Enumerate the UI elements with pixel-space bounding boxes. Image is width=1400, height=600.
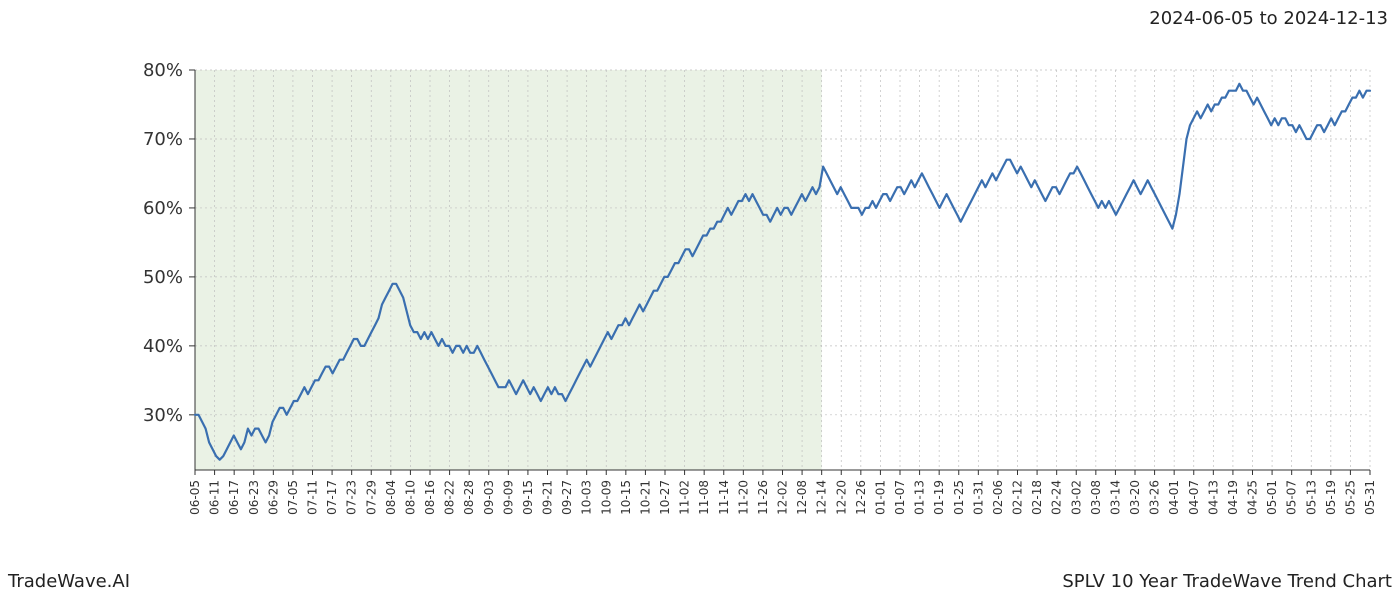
- x-tick-label: 05-01: [1265, 480, 1279, 515]
- y-tick-label: 80%: [143, 60, 183, 81]
- x-tick-label: 10-21: [638, 480, 652, 515]
- x-tick-label: 01-31: [971, 480, 985, 515]
- x-tick-label: 09-27: [560, 480, 574, 515]
- x-tick-label: 08-22: [443, 480, 457, 515]
- x-tick-label: 06-29: [266, 480, 280, 515]
- x-tick-label: 05-19: [1324, 480, 1338, 515]
- x-tick-label: 10-09: [599, 480, 613, 515]
- x-tick-label: 07-29: [364, 480, 378, 515]
- x-tick-label: 02-24: [1050, 480, 1064, 515]
- x-tick-label: 12-20: [834, 480, 848, 515]
- x-tick-label: 01-25: [952, 480, 966, 515]
- x-tick-label: 03-14: [1108, 480, 1122, 515]
- chart-title: SPLV 10 Year TradeWave Trend Chart: [1062, 571, 1392, 592]
- x-tick-label: 03-20: [1128, 480, 1142, 515]
- x-tick-label: 04-01: [1167, 480, 1181, 515]
- y-tick-label: 40%: [143, 336, 183, 357]
- x-tick-label: 04-25: [1246, 480, 1260, 515]
- x-tick-label: 01-07: [893, 480, 907, 515]
- brand-label: TradeWave.AI: [8, 571, 130, 592]
- y-tick-label: 60%: [143, 198, 183, 219]
- x-tick-label: 10-03: [580, 480, 594, 515]
- x-tick-label: 11-14: [717, 480, 731, 515]
- x-tick-label: 10-15: [619, 480, 633, 515]
- x-tick-label: 03-08: [1089, 480, 1103, 515]
- x-tick-label: 02-18: [1030, 480, 1044, 515]
- x-tick-label: 07-17: [325, 480, 339, 515]
- x-tick-label: 04-07: [1187, 480, 1201, 515]
- y-tick-label: 30%: [143, 405, 183, 426]
- x-tick-label: 11-20: [736, 480, 750, 515]
- x-tick-label: 07-23: [345, 480, 359, 515]
- y-tick-label: 50%: [143, 267, 183, 288]
- x-tick-label: 06-05: [188, 480, 202, 515]
- x-tick-label: 11-02: [678, 480, 692, 515]
- x-tick-label: 11-08: [697, 480, 711, 515]
- x-tick-label: 12-08: [795, 480, 809, 515]
- x-tick-label: 10-27: [658, 480, 672, 515]
- x-tick-label: 08-04: [384, 480, 398, 515]
- x-tick-label: 08-16: [423, 480, 437, 515]
- x-tick-label: 04-13: [1206, 480, 1220, 515]
- x-tick-label: 12-02: [776, 480, 790, 515]
- x-tick-label: 12-26: [854, 480, 868, 515]
- x-tick-label: 09-09: [501, 480, 515, 515]
- x-tick-label: 02-12: [1011, 480, 1025, 515]
- x-tick-label: 11-26: [756, 480, 770, 515]
- x-tick-label: 09-15: [521, 480, 535, 515]
- x-tick-label: 09-21: [541, 480, 555, 515]
- x-tick-label: 05-13: [1304, 480, 1318, 515]
- x-tick-label: 07-11: [306, 480, 320, 515]
- x-tick-label: 05-31: [1363, 480, 1377, 515]
- x-tick-label: 08-10: [403, 480, 417, 515]
- x-tick-label: 05-07: [1285, 480, 1299, 515]
- date-range-label: 2024-06-05 to 2024-12-13: [1149, 8, 1388, 29]
- x-tick-label: 01-13: [913, 480, 927, 515]
- x-tick-label: 06-17: [227, 480, 241, 515]
- x-tick-label: 03-26: [1148, 480, 1162, 515]
- x-tick-label: 01-19: [932, 480, 946, 515]
- x-tick-label: 02-06: [991, 480, 1005, 515]
- x-tick-label: 06-23: [247, 480, 261, 515]
- x-tick-label: 12-14: [815, 480, 829, 515]
- x-tick-label: 08-28: [462, 480, 476, 515]
- trend-chart: 30% 40% 50% 60% 70% 80% 06-05 06-11 06-17 06-23 06…: [0, 30, 1400, 570]
- y-tick-label: 70%: [143, 129, 183, 150]
- x-tick-label: 04-19: [1226, 480, 1240, 515]
- x-tick-label: 05-25: [1343, 480, 1357, 515]
- x-tick-label: 06-11: [208, 480, 222, 515]
- x-tick-label: 03-02: [1069, 480, 1083, 515]
- x-tick-label: 01-01: [873, 480, 887, 515]
- x-tick-label: 07-05: [286, 480, 300, 515]
- x-tick-label: 09-03: [482, 480, 496, 515]
- chart-container: 30% 40% 50% 60% 70% 80% 06-05 06-11 06-17 06-23 06…: [0, 30, 1400, 570]
